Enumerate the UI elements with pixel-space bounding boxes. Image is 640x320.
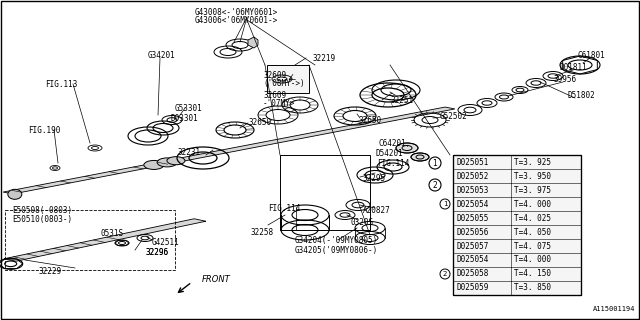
Text: D03301: D03301 [170,114,198,123]
Bar [453,155,581,295]
Text: T=4. 000: T=4. 000 [514,199,551,209]
Text: C64201: C64201 [378,139,406,148]
Ellipse shape [411,153,429,161]
Text: D025054: D025054 [456,255,488,265]
Text: G34205('09MY0806-): G34205('09MY0806-) [295,245,378,254]
Text: FIG.114: FIG.114 [268,204,300,212]
Text: FIG.190: FIG.190 [28,125,60,134]
Text: A115001194: A115001194 [593,306,635,312]
Text: T=4. 050: T=4. 050 [514,228,551,236]
Text: D51802: D51802 [568,91,596,100]
Text: G34204(-'09MY0805): G34204(-'09MY0805) [295,236,378,244]
Text: T=3. 925: T=3. 925 [514,157,551,166]
Text: 32609: 32609 [263,70,286,79]
Text: 32229: 32229 [38,268,61,276]
Text: D01811: D01811 [560,62,588,71]
Text: 1: 1 [443,201,447,207]
Ellipse shape [157,158,177,167]
Bar [5,210,175,270]
Text: 32231: 32231 [177,148,200,156]
Text: T=3. 975: T=3. 975 [514,186,551,195]
Text: 0531S: 0531S [100,228,123,237]
Text: D025055: D025055 [456,213,488,222]
Text: FRONT: FRONT [202,276,231,284]
Text: D025059: D025059 [456,284,488,292]
Text: G34201: G34201 [148,51,176,60]
Text: D025054: D025054 [456,199,488,209]
Text: D54201: D54201 [375,148,403,157]
Ellipse shape [167,157,185,165]
Bar [453,155,581,295]
Text: G53301: G53301 [175,103,203,113]
Polygon shape [248,37,258,48]
Text: T=4. 150: T=4. 150 [514,269,551,278]
Polygon shape [4,219,206,261]
Text: G42511: G42511 [152,237,180,246]
Text: T=3. 950: T=3. 950 [514,172,551,180]
Text: 32219: 32219 [312,53,335,62]
Text: G52502: G52502 [440,111,468,121]
Text: 1: 1 [433,158,437,167]
Text: 32258: 32258 [250,228,273,236]
Text: -'07MY>: -'07MY> [263,99,296,108]
Text: D025057: D025057 [456,242,488,251]
Text: E50510(0803-): E50510(0803-) [12,214,72,223]
Text: T=4. 000: T=4. 000 [514,255,551,265]
Ellipse shape [144,160,164,170]
Text: G43006<'06MY0601->: G43006<'06MY0601-> [195,15,278,25]
Text: 32296: 32296 [145,247,168,257]
Text: T=4. 075: T=4. 075 [514,242,551,251]
Text: C61801: C61801 [577,51,605,60]
Text: D025053: D025053 [456,186,488,195]
Text: 32650: 32650 [248,117,271,126]
Text: FIG.114: FIG.114 [377,158,410,167]
Text: 32296: 32296 [145,247,168,257]
Text: 32295: 32295 [362,173,385,182]
Text: A20827: A20827 [363,205,391,214]
Text: E50508(-0803): E50508(-0803) [12,205,72,214]
Text: 39956: 39956 [553,75,576,84]
Text: D025052: D025052 [456,172,488,180]
Text: 32251: 32251 [390,95,413,105]
Text: 0320S: 0320S [350,218,373,227]
Ellipse shape [8,189,22,199]
Text: FIG.113: FIG.113 [45,79,77,89]
Polygon shape [3,107,455,194]
Text: G43008<-'06MY0601>: G43008<-'06MY0601> [195,7,278,17]
Text: D025051: D025051 [456,157,488,166]
Bar [267,65,309,93]
Text: 2: 2 [433,180,437,189]
Text: D025058: D025058 [456,269,488,278]
Text: 2: 2 [443,271,447,277]
Text: T=3. 850: T=3. 850 [514,284,551,292]
Text: 32650: 32650 [358,116,381,124]
Text: 32609: 32609 [263,91,286,100]
Text: D025056: D025056 [456,228,488,236]
Bar [280,155,370,230]
Text: ('08MY->): ('08MY->) [263,78,305,87]
Text: T=4. 025: T=4. 025 [514,213,551,222]
Ellipse shape [396,143,418,153]
